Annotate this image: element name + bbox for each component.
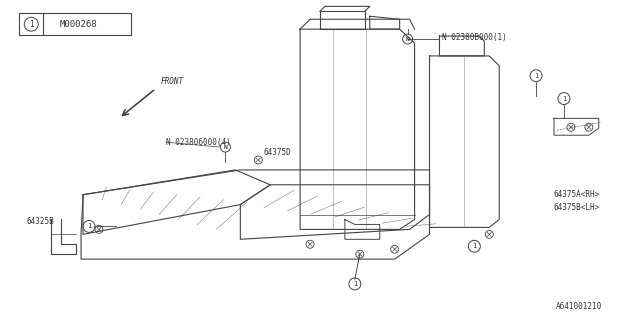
Text: M000268: M000268 <box>60 20 97 29</box>
Text: 64325B: 64325B <box>26 217 54 226</box>
Text: N 02380B000(1): N 02380B000(1) <box>442 33 508 42</box>
Text: 1: 1 <box>562 96 566 101</box>
Text: 1: 1 <box>87 223 91 229</box>
Text: FRONT: FRONT <box>161 77 184 86</box>
Text: 64375A<RH>: 64375A<RH> <box>554 190 600 199</box>
Text: N: N <box>406 36 410 42</box>
Text: 64375D: 64375D <box>263 148 291 156</box>
Bar <box>19 13 131 35</box>
Text: N 023806000(4): N 023806000(4) <box>166 138 230 147</box>
Text: N: N <box>223 145 227 150</box>
Text: 1: 1 <box>29 20 33 29</box>
Text: 1: 1 <box>353 281 357 287</box>
Text: 1: 1 <box>534 73 538 79</box>
Text: 64375B<LH>: 64375B<LH> <box>554 203 600 212</box>
Text: 1: 1 <box>472 243 476 249</box>
Text: A641001210: A641001210 <box>556 302 602 311</box>
